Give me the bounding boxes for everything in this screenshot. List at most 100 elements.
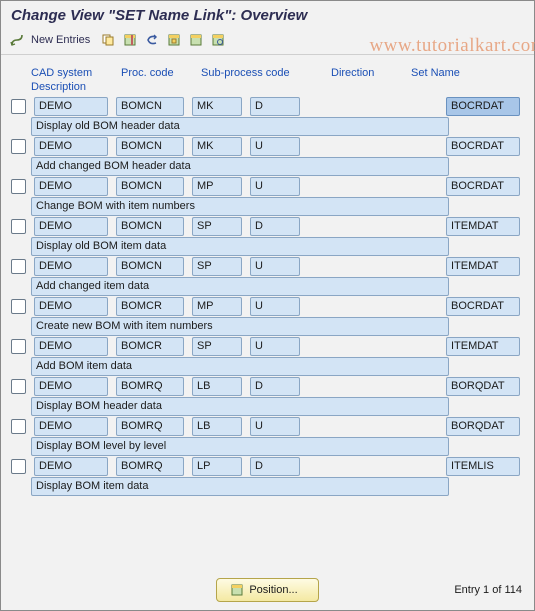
deselect-icon[interactable] — [186, 30, 206, 50]
proc-cell[interactable]: BOMCR — [116, 337, 184, 356]
sub-cell[interactable]: LB — [192, 377, 242, 396]
set-cell[interactable]: ITEMDAT — [446, 257, 520, 276]
table-row[interactable]: DEMO BOMCN SP D ITEMDAT — [9, 217, 526, 236]
dir-cell[interactable]: D — [250, 217, 300, 236]
cad-cell[interactable]: DEMO — [34, 297, 108, 316]
dir-cell[interactable]: U — [250, 337, 300, 356]
cad-cell[interactable]: DEMO — [34, 457, 108, 476]
set-cell[interactable]: BOCRDAT — [446, 177, 520, 196]
col-proc[interactable]: Proc. code — [121, 67, 201, 79]
col-desc[interactable]: Description — [9, 81, 526, 97]
table-row[interactable]: DEMO BOMCN MK U BOCRDAT — [9, 137, 526, 156]
desc-cell[interactable]: Change BOM with item numbers — [31, 197, 449, 216]
desc-cell[interactable]: Display BOM item data — [31, 477, 449, 496]
set-cell[interactable]: BOCRDAT — [446, 137, 520, 156]
table-row[interactable]: DEMO BOMRQ LB U BORQDAT — [9, 417, 526, 436]
desc-cell[interactable]: Create new BOM with item numbers — [31, 317, 449, 336]
table-row[interactable]: DEMO BOMCN MK D BOCRDAT — [9, 97, 526, 116]
cad-cell[interactable]: DEMO — [34, 257, 108, 276]
desc-cell[interactable]: Display BOM header data — [31, 397, 449, 416]
proc-cell[interactable]: BOMCN — [116, 177, 184, 196]
sub-cell[interactable]: SP — [192, 337, 242, 356]
select-all-icon[interactable] — [164, 30, 184, 50]
entry-count: Entry 1 of 114 — [454, 584, 522, 596]
dir-cell[interactable]: D — [250, 377, 300, 396]
cad-cell[interactable]: DEMO — [34, 97, 108, 116]
row-checkbox[interactable] — [11, 299, 26, 314]
row-checkbox[interactable] — [11, 419, 26, 434]
row-checkbox[interactable] — [11, 139, 26, 154]
sub-cell[interactable]: LP — [192, 457, 242, 476]
row-checkbox[interactable] — [11, 379, 26, 394]
table-row[interactable]: DEMO BOMRQ LP D ITEMLIS — [9, 457, 526, 476]
set-cell[interactable]: ITEMDAT — [446, 217, 520, 236]
table-row[interactable]: DEMO BOMCR SP U ITEMDAT — [9, 337, 526, 356]
sub-cell[interactable]: MK — [192, 97, 242, 116]
new-entries-button[interactable]: New Entries — [29, 34, 96, 46]
proc-cell[interactable]: BOMCN — [116, 137, 184, 156]
desc-cell[interactable]: Add BOM item data — [31, 357, 449, 376]
table-row[interactable]: DEMO BOMCR MP U BOCRDAT — [9, 297, 526, 316]
lock-column-icon[interactable] — [120, 30, 140, 50]
cad-cell[interactable]: DEMO — [34, 377, 108, 396]
set-cell[interactable]: BOCRDAT — [446, 297, 520, 316]
desc-row: Display old BOM header data — [9, 117, 526, 136]
desc-cell[interactable]: Add changed BOM header data — [31, 157, 449, 176]
dir-cell[interactable]: U — [250, 177, 300, 196]
toggle-icon[interactable] — [7, 30, 27, 50]
cad-cell[interactable]: DEMO — [34, 417, 108, 436]
copy-icon[interactable] — [98, 30, 118, 50]
proc-cell[interactable]: BOMCN — [116, 257, 184, 276]
dir-cell[interactable]: U — [250, 417, 300, 436]
set-cell[interactable]: BORQDAT — [446, 377, 520, 396]
cad-cell[interactable]: DEMO — [34, 177, 108, 196]
desc-cell[interactable]: Add changed item data — [31, 277, 449, 296]
sub-cell[interactable]: MP — [192, 297, 242, 316]
col-dir[interactable]: Direction — [331, 67, 411, 79]
desc-cell[interactable]: Display BOM level by level — [31, 437, 449, 456]
row-checkbox[interactable] — [11, 339, 26, 354]
set-cell[interactable]: ITEMLIS — [446, 457, 520, 476]
dir-cell[interactable]: U — [250, 257, 300, 276]
table-row[interactable]: DEMO BOMCN MP U BOCRDAT — [9, 177, 526, 196]
proc-cell[interactable]: BOMCR — [116, 297, 184, 316]
desc-cell[interactable]: Display old BOM header data — [31, 117, 449, 136]
desc-row: Add BOM item data — [9, 357, 526, 376]
sub-cell[interactable]: SP — [192, 217, 242, 236]
row-checkbox[interactable] — [11, 219, 26, 234]
undo-icon[interactable] — [142, 30, 162, 50]
set-cell[interactable]: ITEMDAT — [446, 337, 520, 356]
cad-cell[interactable]: DEMO — [34, 337, 108, 356]
dir-cell[interactable]: D — [250, 97, 300, 116]
desc-cell[interactable]: Display old BOM item data — [31, 237, 449, 256]
proc-cell[interactable]: BOMRQ — [116, 417, 184, 436]
sub-cell[interactable]: LB — [192, 417, 242, 436]
dir-cell[interactable]: U — [250, 297, 300, 316]
dir-cell[interactable]: D — [250, 457, 300, 476]
desc-row: Display BOM header data — [9, 397, 526, 416]
position-button[interactable]: Position... — [216, 578, 318, 602]
cad-cell[interactable]: DEMO — [34, 137, 108, 156]
col-sub[interactable]: Sub-process code — [201, 67, 331, 79]
set-cell[interactable]: BORQDAT — [446, 417, 520, 436]
proc-cell[interactable]: BOMRQ — [116, 457, 184, 476]
dir-cell[interactable]: U — [250, 137, 300, 156]
row-checkbox[interactable] — [11, 99, 26, 114]
sub-cell[interactable]: MK — [192, 137, 242, 156]
print-icon[interactable] — [208, 30, 228, 50]
proc-cell[interactable]: BOMCN — [116, 97, 184, 116]
proc-cell[interactable]: BOMRQ — [116, 377, 184, 396]
row-checkbox[interactable] — [11, 459, 26, 474]
col-set[interactable]: Set Name — [411, 67, 491, 79]
set-cell[interactable]: BOCRDAT — [446, 97, 520, 116]
row-checkbox[interactable] — [11, 179, 26, 194]
col-cad[interactable]: CAD system — [31, 67, 121, 79]
table-row[interactable]: DEMO BOMRQ LB D BORQDAT — [9, 377, 526, 396]
table-row[interactable]: DEMO BOMCN SP U ITEMDAT — [9, 257, 526, 276]
sub-cell[interactable]: SP — [192, 257, 242, 276]
sub-cell[interactable]: MP — [192, 177, 242, 196]
cad-cell[interactable]: DEMO — [34, 217, 108, 236]
desc-row: Add changed BOM header data — [9, 157, 526, 176]
row-checkbox[interactable] — [11, 259, 26, 274]
proc-cell[interactable]: BOMCN — [116, 217, 184, 236]
